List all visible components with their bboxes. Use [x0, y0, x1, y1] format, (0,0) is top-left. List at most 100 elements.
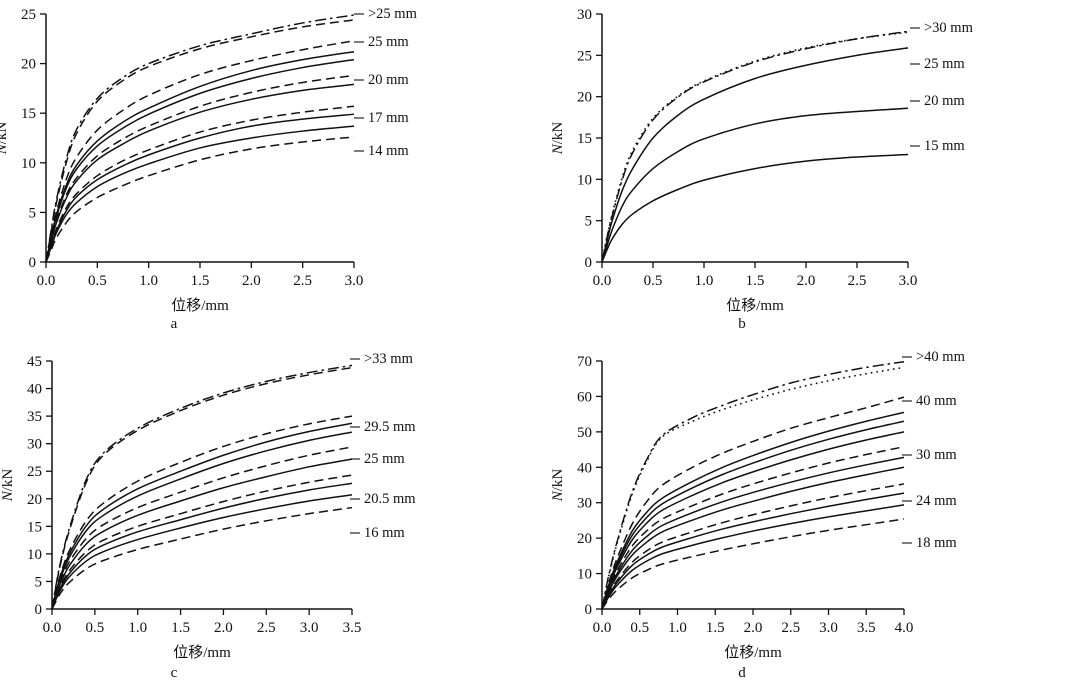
- data-curve: [45, 125, 355, 263]
- data-curve: [51, 415, 353, 610]
- series-label: 25 mm: [364, 451, 405, 467]
- y-tick-label: 35: [27, 409, 42, 425]
- y-tick-label: 0: [585, 255, 593, 271]
- series-label: 14 mm: [368, 143, 409, 159]
- x-tick-label: 3.0: [345, 273, 364, 289]
- data-curve: [601, 47, 909, 263]
- y-tick-label: 25: [577, 48, 592, 64]
- y-tick-label: 30: [27, 437, 42, 453]
- series-label: 16 mm: [364, 525, 405, 541]
- x-tick-label: 1.0: [695, 273, 714, 289]
- panel-d: 0 10 20 30 40 50 60 70 0.0 0.5 1.0 1.5 2.0 2.5 3.0 3.5 4…: [540, 347, 1080, 695]
- data-curve: [51, 506, 353, 610]
- series-label: 24 mm: [916, 493, 957, 509]
- y-tick-label: 50: [577, 425, 592, 441]
- series-label: 25 mm: [368, 34, 409, 50]
- series-label: >30 mm: [924, 20, 974, 36]
- data-curve: [601, 366, 905, 610]
- y-tick-label: 15: [21, 106, 36, 122]
- panel-b-plot: 0 5 10 15 20 25 30 0.0 0.5 1.0 1.5 2.0 2.5 3.0 位移/mm N/…: [550, 7, 974, 314]
- series-label: 18 mm: [916, 535, 957, 551]
- series-label: >40 mm: [916, 349, 966, 365]
- panel-c-letter: c: [170, 665, 178, 681]
- x-tick-label: 0.0: [593, 273, 612, 289]
- series-label: 20 mm: [368, 72, 409, 88]
- data-curve: [601, 360, 905, 610]
- y-tick-label: 5: [585, 214, 593, 230]
- y-tick-label: 20: [577, 90, 592, 106]
- panel-d-plot: 0 10 20 30 40 50 60 70 0.0 0.5 1.0 1.5 2.0 2.5 3.0 3.5 4…: [550, 349, 966, 661]
- data-curve: [51, 494, 353, 610]
- data-curve: [51, 458, 353, 610]
- panel-d-letter: d: [738, 665, 746, 681]
- y-axis-title: N/kN: [0, 469, 16, 503]
- data-curve: [51, 482, 353, 610]
- x-tick-label: 3.0: [819, 620, 838, 636]
- y-tick-label: 0: [585, 602, 593, 618]
- panel-a: 0 5 10 15 20 25 0.0 0.5 1.0 1.5 2.0 2.5 3.0 位移/mm N/kN…: [0, 0, 540, 347]
- data-curve: [45, 58, 355, 263]
- data-curve: [45, 83, 355, 263]
- y-tick-label: 40: [27, 382, 42, 398]
- x-tick-label: 2.5: [781, 620, 800, 636]
- data-curve: [45, 19, 355, 263]
- series-label: 15 mm: [924, 138, 965, 154]
- series-label: 40 mm: [916, 393, 957, 409]
- series-label: >33 mm: [364, 351, 414, 367]
- x-tick-label: 3.5: [343, 620, 362, 636]
- panel-b: 0 5 10 15 20 25 30 0.0 0.5 1.0 1.5 2.0 2.5 3.0 位移/mm N/…: [540, 0, 1080, 347]
- x-tick-label: 3.5: [857, 620, 876, 636]
- data-curve: [601, 456, 905, 610]
- x-tick-label: 0.5: [644, 273, 663, 289]
- x-tick-label: 0.5: [630, 620, 649, 636]
- data-curve: [601, 396, 905, 610]
- data-curve: [51, 366, 353, 610]
- y-tick-label: 25: [27, 464, 42, 480]
- data-curve: [601, 466, 905, 610]
- y-tick-label: 0: [35, 602, 43, 618]
- x-tick-label: 0.0: [43, 620, 62, 636]
- x-tick-label: 1.5: [746, 273, 765, 289]
- x-tick-label: 1.5: [171, 620, 190, 636]
- y-tick-label: 20: [21, 57, 36, 73]
- x-tick-label: 1.5: [706, 620, 725, 636]
- panel-c: 0 5 10 15 20 25 30 35 40 45 0.0 0.5 1.0 1.5 2.0 2.5 3.0 3…: [0, 347, 540, 695]
- y-tick-label: 20: [577, 531, 592, 547]
- y-tick-label: 45: [27, 354, 42, 370]
- x-tick-label: 1.0: [128, 620, 147, 636]
- x-axis-title: 位移/mm: [173, 643, 231, 661]
- x-axis-title: 位移/mm: [726, 296, 784, 314]
- y-tick-label: 25: [21, 7, 36, 23]
- x-tick-label: 0.0: [593, 620, 612, 636]
- data-curve: [45, 50, 355, 263]
- x-tick-label: 2.0: [744, 620, 763, 636]
- y-tick-label: 15: [577, 131, 592, 147]
- panel-a-plot: 0 5 10 15 20 25 0.0 0.5 1.0 1.5 2.0 2.5 3.0 位移/mm N/kN…: [0, 6, 418, 314]
- series-label: 20 mm: [924, 93, 965, 109]
- y-tick-label: 10: [27, 547, 42, 563]
- y-tick-label: 5: [35, 574, 43, 590]
- series-label: 29.5 mm: [364, 419, 416, 435]
- series-label: 17 mm: [368, 110, 409, 126]
- axis-lines: [601, 14, 908, 263]
- x-tick-label: 3.0: [300, 620, 319, 636]
- x-tick-label: 0.5: [88, 273, 107, 289]
- data-curve: [51, 364, 353, 610]
- panel-c-plot: 0 5 10 15 20 25 30 35 40 45 0.0 0.5 1.0 1.5 2.0 2.5 3.0 3…: [0, 351, 416, 661]
- x-tick-label: 2.0: [214, 620, 233, 636]
- axis-lines: [51, 361, 352, 610]
- x-tick-label: 2.5: [848, 273, 867, 289]
- y-tick-label: 30: [577, 496, 592, 512]
- data-curve: [601, 504, 905, 610]
- y-axis-title: N/kN: [550, 122, 566, 156]
- x-axis-title: 位移/mm: [171, 296, 229, 314]
- x-axis-title: 位移/mm: [724, 643, 782, 661]
- series-label: 30 mm: [916, 447, 957, 463]
- data-curve: [601, 492, 905, 610]
- x-tick-label: 3.0: [899, 273, 918, 289]
- panel-b-letter: b: [738, 316, 746, 332]
- y-tick-label: 15: [27, 519, 42, 535]
- panel-a-letter: a: [170, 316, 178, 332]
- series-label: 25 mm: [924, 56, 965, 72]
